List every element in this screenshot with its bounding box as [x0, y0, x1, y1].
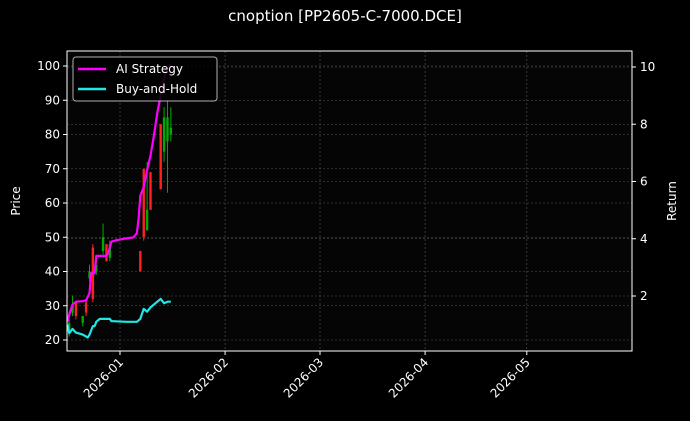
- candle-body: [84, 302, 88, 313]
- candle-body: [95, 264, 98, 272]
- candle-body: [162, 117, 166, 152]
- chart-title: cnoption [PP2605-C-7000.DCE]: [228, 7, 462, 25]
- buy-and-hold-line: [66, 297, 171, 339]
- candle-body: [67, 322, 71, 330]
- y2-tick-label: 4: [640, 232, 648, 246]
- y-tick-label: 30: [45, 299, 60, 313]
- y-tick-label: 80: [45, 128, 60, 142]
- y2-tick-label: 2: [640, 289, 648, 303]
- y-tick-label: 100: [37, 59, 60, 73]
- y-tick-label: 50: [45, 230, 60, 244]
- candle-body: [139, 250, 142, 272]
- y-tick-label: 90: [45, 93, 60, 107]
- candle-body: [145, 209, 149, 231]
- candle-body: [166, 117, 169, 142]
- ai-strategy-line: [66, 63, 172, 323]
- y-tick-label: 20: [45, 333, 60, 347]
- y2-tick-label: 8: [640, 117, 648, 131]
- x-tick-label: 2026-04: [386, 355, 431, 400]
- axes-frame: [66, 50, 633, 352]
- legend-bh-label: Buy-and-Hold: [116, 82, 197, 96]
- y-tick-label: 70: [45, 162, 60, 176]
- legend-box: [72, 56, 218, 102]
- candle-body: [88, 271, 91, 279]
- candle-body: [159, 124, 162, 190]
- x-tick-label: 2026-02: [186, 355, 231, 400]
- candle-body: [71, 305, 74, 313]
- x-tick-label: 2026-03: [281, 355, 326, 400]
- y2-axis-label: Return: [665, 181, 679, 221]
- candle-body: [74, 302, 78, 317]
- y2-tick-label: 6: [640, 175, 648, 189]
- y-tick-label: 60: [45, 196, 60, 210]
- y-tick-label: 40: [45, 265, 60, 279]
- x-tick-label: 2026-01: [81, 355, 126, 400]
- candle-body: [101, 237, 105, 251]
- candle-body: [149, 172, 152, 210]
- legend-ai-label: AI Strategy: [116, 62, 183, 76]
- candle-body: [105, 244, 108, 262]
- y-axis-label: Price: [9, 186, 23, 215]
- candle-body: [169, 127, 173, 135]
- candle-body: [81, 316, 84, 323]
- y2-tick-label: 10: [640, 60, 655, 74]
- x-tick-label: 2026-05: [488, 355, 533, 400]
- candle-body: [142, 168, 145, 238]
